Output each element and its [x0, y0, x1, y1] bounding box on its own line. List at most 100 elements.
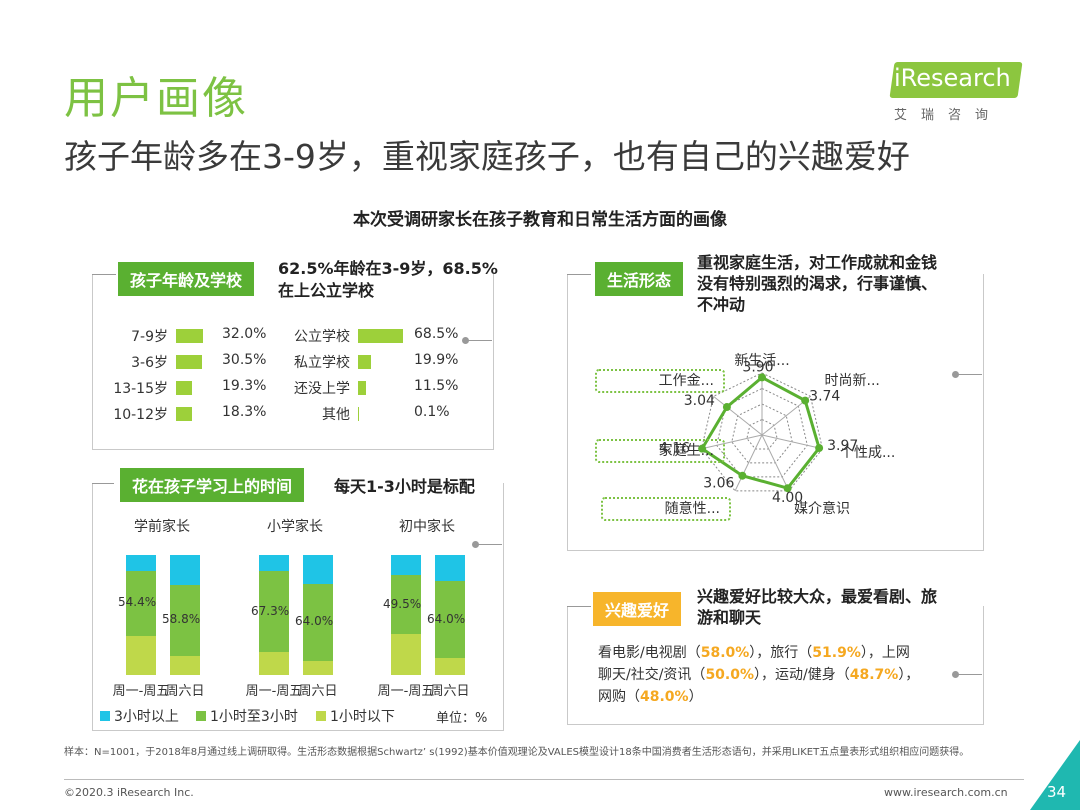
hobby-line-2: 聊天/社交/资讯（50.0%），运动/健身（48.7%）， [598, 665, 919, 686]
radar-value-label: 3.90 [742, 359, 773, 375]
footnote: 样本：N=1001，于2018年8月通过线上调研取得。生活形态数据根据Schwa… [64, 747, 970, 758]
bar-category-label: 还没上学 [294, 381, 350, 397]
stack-segment [391, 574, 421, 635]
leader-dot [472, 541, 479, 548]
bar-value-label: 30.5% [222, 352, 267, 368]
bar-category-label: 10-12岁 [113, 407, 168, 423]
section-title: 本次受调研家长在孩子教育和日常生活方面的画像 [353, 210, 727, 230]
bar-value-label: 32.0% [222, 326, 267, 342]
legend-swatch [196, 711, 206, 721]
time-panel [92, 483, 504, 731]
hobby-headline-2: 游和聊天 [697, 608, 762, 627]
radar-grid-ring [716, 387, 808, 478]
group-label: 学前家长 [134, 519, 190, 535]
hobby-text: 网购（ [598, 689, 640, 705]
hobby-text: ）， [898, 667, 920, 683]
leader-line [468, 340, 492, 341]
time-tag: 花在孩子学习上的时间 [120, 468, 305, 502]
radar-axis-spoke [713, 395, 763, 436]
age-headline-2: 在上公立学校 [278, 281, 375, 300]
legend-swatch [100, 711, 110, 721]
leader-line [567, 274, 591, 275]
page-corner-decoration [1030, 740, 1080, 810]
hobby-panel [567, 606, 984, 725]
bar-category-label: 其他 [322, 407, 350, 423]
radar-value-label: 4.16 [659, 441, 690, 457]
lifestyle-headline-2: 没有特别强烈的渴求，行事谨慎、 [697, 274, 938, 293]
stack-segment [126, 555, 156, 571]
stack-segment [303, 660, 333, 675]
unit-label: 单位：% [436, 711, 488, 726]
logo-text: iResearch [894, 64, 1011, 92]
page-number: 34 [1047, 783, 1067, 801]
leader-dot [952, 371, 959, 378]
radar-point [698, 444, 707, 453]
radar-axis-label: 个性成... [840, 445, 895, 461]
group-label: 初中家长 [399, 519, 455, 535]
radar-label-frame [601, 497, 731, 521]
lifestyle-headline-1: 重视家庭生活，对工作成就和金钱 [697, 253, 938, 272]
group-label: 小学家长 [267, 519, 323, 535]
age-panel [92, 274, 494, 450]
radar-axis-spoke [701, 434, 763, 450]
legend-item: 1小时以下 [316, 706, 395, 726]
category-label: 周六日 [165, 684, 205, 699]
stack-segment [170, 555, 200, 585]
website: www.iresearch.com.cn [884, 786, 1008, 799]
stack-segment [170, 585, 200, 656]
hobby-value: 48.0% [640, 689, 689, 705]
bar-category-label: 13-15岁 [113, 381, 168, 397]
age-headline-1: 62.5%年龄在3-9岁，68.5% [278, 259, 498, 278]
hobby-text: ） [688, 689, 703, 705]
hobby-value: 50.0% [705, 667, 755, 683]
bar-value-label: 0.1% [414, 404, 450, 420]
leader-dot [952, 671, 959, 678]
category-label: 周一-周五 [245, 684, 303, 699]
stack-value-label: 58.8% [162, 612, 201, 627]
leader-dot [462, 337, 469, 344]
radar-point [758, 373, 766, 382]
bar-value-label: 19.3% [222, 378, 267, 394]
hobby-value: 58.0% [700, 645, 750, 661]
stack-segment [391, 634, 421, 675]
age-school-tag: 孩子年龄及学校 [118, 262, 255, 296]
hobby-value: 48.7% [849, 667, 899, 683]
hobby-text: ），上网 [860, 645, 910, 661]
stack-segment [259, 571, 289, 653]
radar-axis-label: 随意性... [665, 500, 720, 517]
bar-category-label: 7-9岁 [131, 329, 168, 345]
page-title: 用户画像 [64, 73, 248, 124]
category-label: 周一-周五 [377, 684, 435, 699]
leader-line [958, 374, 982, 375]
bar-category-label: 公立学校 [294, 329, 350, 345]
legend-item: 1小时至3小时 [196, 706, 298, 726]
bar [176, 407, 192, 421]
hobby-text: 看电影/电视剧（ [598, 645, 701, 661]
bar [176, 355, 202, 369]
stack-segment [259, 555, 289, 572]
page-subtitle: 孩子年龄多在3-9岁，重视家庭孩子，也有自己的兴趣爱好 [64, 137, 910, 176]
radar-point [783, 484, 792, 493]
radar-grid-ring [701, 372, 823, 492]
bar-value-label: 18.3% [222, 404, 267, 420]
bar-category-label: 3-6岁 [131, 355, 168, 371]
stack-segment [435, 555, 465, 582]
lifestyle-panel [567, 274, 984, 551]
bar-value-label: 11.5% [414, 378, 459, 394]
stack-segment [303, 583, 333, 661]
stack-value-label: 64.0% [295, 614, 334, 629]
radar-axis-spoke [761, 434, 790, 492]
stack-segment [259, 652, 289, 675]
bar [358, 329, 404, 343]
radar-axis-label: 工作金... [659, 373, 714, 389]
leader-line [958, 674, 982, 675]
radar-series-line [700, 375, 821, 490]
radar-value-label: 3.74 [809, 389, 840, 405]
bar-value-label: 19.9% [414, 352, 459, 368]
radar-axis-label: 媒介意识 [794, 500, 850, 517]
hobby-line-3: 网购（48.0%） [598, 687, 703, 708]
hobby-value: 51.9% [812, 645, 861, 661]
legend-label: 3小时以上 [114, 709, 179, 725]
radar-axis-label: 家庭生... [659, 442, 714, 459]
leader-line [567, 606, 591, 607]
